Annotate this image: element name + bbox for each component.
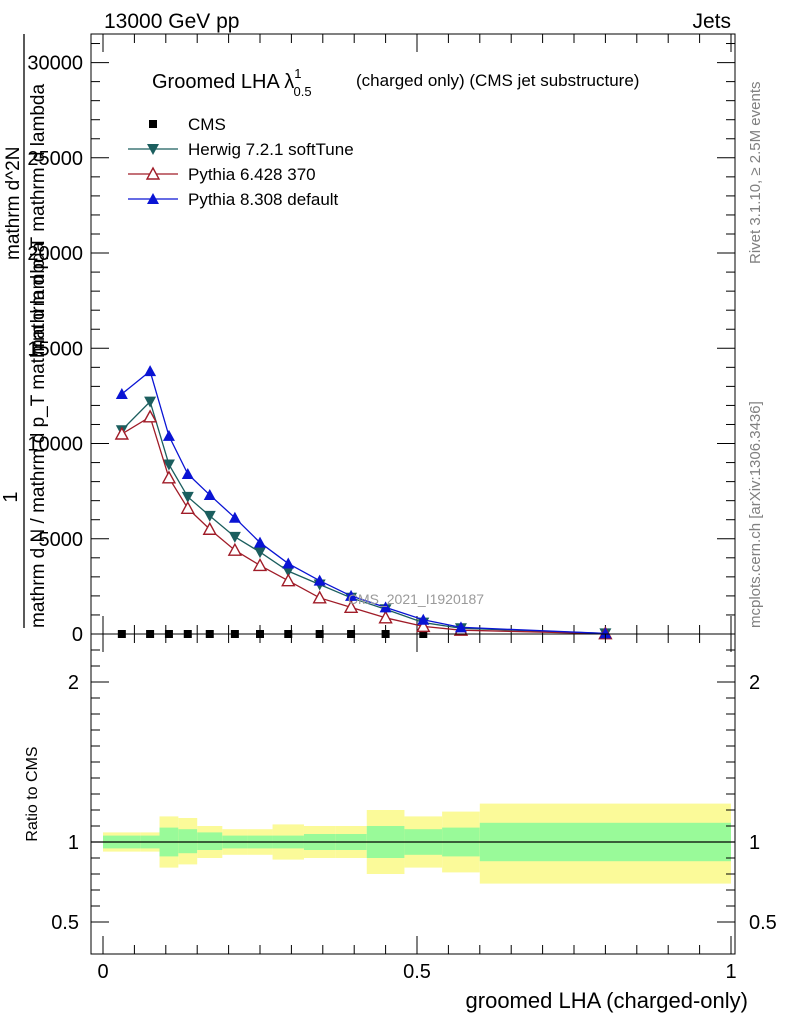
ratio-y-tick-label-right: 2: [749, 672, 760, 694]
rivet-version-label: Rivet 3.1.10, ≥ 2.5M events: [747, 82, 764, 265]
data-point-pythia-8-308-default: [454, 621, 467, 633]
ratio-plot-frame: [90, 633, 736, 955]
analysis-id-label: CMS_2021_I1920187: [348, 591, 484, 607]
main-y-tick-label: 20000: [27, 243, 83, 265]
category-label: Jets: [692, 10, 731, 33]
data-point-pythia-6-428-370: [180, 500, 195, 514]
ratio-y-tick-label-left: 1: [68, 832, 79, 854]
data-point-pythia-8-308-default: [115, 388, 128, 399]
main-series-layer: [114, 365, 613, 640]
data-point-pythia-6-428-370: [202, 521, 217, 535]
data-point-pythia-6-428-370: [252, 557, 268, 572]
x-tick-labels: 0 0.5 1: [97, 961, 736, 983]
legend-marker-cms: [149, 120, 157, 128]
legend: CMS Herwig 7.2.1 softTune Pythia 6.428 370…: [128, 115, 354, 209]
data-point-pythia-6-428-370: [312, 590, 327, 604]
data-point-pythia-8-308-default: [345, 589, 358, 601]
main-axis-ticks: [91, 34, 735, 635]
ratio-y-tick-label-left: 2: [68, 672, 79, 694]
chart-title-main: Groomed LHA λ: [152, 71, 294, 93]
data-point-herwig-7-2-1-softtune: [144, 396, 157, 408]
data-point-pythia-6-428-370: [161, 470, 177, 484]
data-point-pythia-8-308-default: [313, 574, 326, 586]
energy-label: 13000 GeV pp: [104, 10, 239, 33]
y-label-numerator: 1: [0, 491, 22, 502]
main-y-tick-label: 15000: [27, 338, 83, 360]
chart-title-sup: 1: [294, 66, 301, 81]
ratio-stat-uncertainty-band: [197, 832, 223, 850]
x-axis-label: groomed LHA (charged-only): [466, 988, 748, 1013]
x-tick-label: 0.5: [403, 961, 431, 983]
chart-subtitle: (charged only) (CMS jet substructure): [356, 71, 639, 90]
legend-label-pythia-6-428-370: Pythia 6.428 370: [188, 165, 316, 184]
main-y-tick-label: 30000: [27, 53, 83, 75]
y-label-denominator: mathrm d N / mathrm d p_T mathrm d lambd…: [28, 241, 49, 628]
y-label-upper-numerator: mathrm d^2N: [3, 147, 24, 260]
data-point-pythia-8-308-default: [144, 365, 157, 377]
legend-marker-pythia-6-428-370: [145, 166, 161, 180]
ratio-y-tick-label-right: 1: [749, 832, 760, 854]
data-point-pythia-6-428-370: [416, 618, 431, 633]
main-y-tick-label: 0: [72, 624, 83, 646]
data-point-pythia-8-308-default: [379, 601, 392, 613]
main-y-tick-label: 5000: [39, 529, 84, 551]
data-point-herwig-7-2-1-softtune: [181, 491, 194, 503]
data-point-herwig-7-2-1-softtune: [282, 566, 295, 578]
data-point-herwig-7-2-1-softtune: [203, 510, 216, 522]
ratio-plot-panel: 0.5 0.51 12 2 0 0.5 1 Ratio to CMS groomed LH…: [24, 633, 777, 1013]
ratio-y-label: Ratio to CMS: [24, 746, 41, 841]
ratio-y-tick-label-left: 0.5: [51, 912, 79, 934]
data-point-pythia-8-308-default: [254, 536, 266, 548]
data-point-pythia-6-428-370: [114, 426, 130, 440]
y-label-upper-denominator: mathrm d p_T mathrm d lambda: [28, 84, 49, 355]
chart-title: Groomed LHA λ1 0.5: [152, 66, 312, 99]
legend-label-cms: CMS: [188, 115, 226, 134]
x-tick-label: 1: [725, 961, 736, 983]
data-point-pythia-6-428-370: [281, 573, 296, 587]
ratio-y-tick-label-right: 0.5: [749, 912, 777, 934]
mcplots-label: mcplots.cern.ch [arXiv:1306.3436]: [747, 401, 764, 628]
ratio-stat-uncertainty-band: [178, 829, 198, 854]
data-point-pythia-8-308-default: [162, 429, 175, 441]
main-y-tick-label: 25000: [27, 148, 83, 170]
ratio-axis-ticks: [91, 634, 735, 954]
data-point-pythia-8-308-default: [282, 557, 295, 569]
data-point-pythia-8-308-default: [417, 613, 430, 625]
main-y-tick-label: 10000: [27, 434, 83, 456]
data-point-herwig-7-2-1-softtune: [162, 459, 175, 471]
ratio-y-tick-labels: 0.5 0.5 1 1 2 2: [51, 672, 777, 934]
data-point-pythia-6-428-370: [378, 610, 393, 624]
legend-marker-herwig-7-2-1-softtune: [147, 144, 159, 155]
series-line-pythia-8-308-default: [121, 370, 606, 635]
x-tick-label: 0: [97, 961, 108, 983]
data-point-pythia-6-428-370: [227, 542, 243, 556]
chart-title-sub: 0.5: [294, 84, 312, 99]
legend-marker-pythia-8-308-default: [147, 193, 159, 204]
data-point-pythia-8-308-default: [181, 468, 194, 479]
series-line-herwig-7-2-1-softtune: [121, 400, 606, 635]
data-point-pythia-8-308-default: [599, 627, 612, 639]
data-point-herwig-7-2-1-softtune: [228, 531, 241, 543]
data-point-herwig-7-2-1-softtune: [254, 547, 266, 559]
ratio-bands: [103, 803, 731, 884]
legend-label-pythia-8-308-default: Pythia 8.308 default: [188, 190, 339, 209]
data-point-pythia-6-428-370: [343, 599, 359, 614]
data-point-pythia-6-428-370: [142, 409, 158, 423]
data-point-pythia-8-308-default: [203, 488, 216, 500]
legend-label-herwig-7-2-1-softtune: Herwig 7.2.1 softTune: [188, 140, 354, 159]
data-point-pythia-8-308-default: [228, 511, 241, 523]
main-plot-panel: 0 5000 10000 15000 20000 25000 30000 Groomed L…: [0, 33, 736, 646]
main-y-tick-labels: 0 5000 10000 15000 20000 25000 30000: [27, 53, 83, 646]
